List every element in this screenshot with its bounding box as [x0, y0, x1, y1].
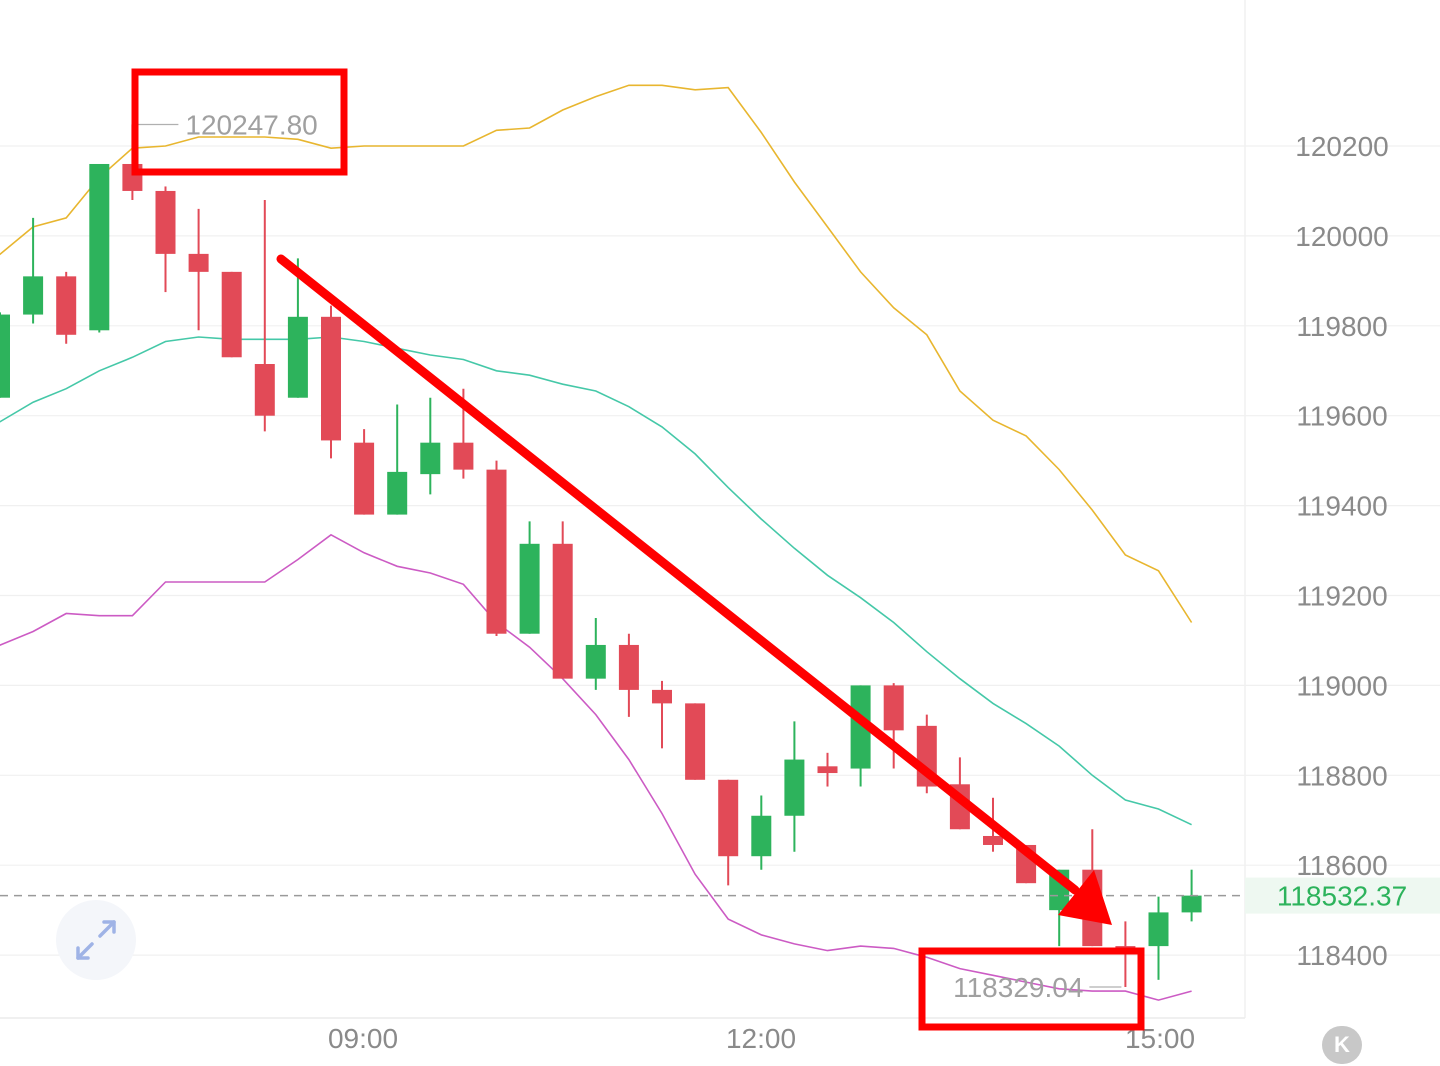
candle-body	[420, 442, 441, 475]
candle	[354, 429, 375, 515]
candle-body	[585, 644, 606, 679]
upper-band-line	[0, 84, 1193, 623]
low-price-label: 118329.04	[953, 972, 1083, 1003]
candle	[883, 683, 904, 769]
candle-body	[685, 703, 706, 780]
mid-band-line	[0, 336, 1192, 826]
candle-body	[89, 163, 110, 331]
expand-arrows-icon	[76, 920, 116, 960]
y-tick-label: 119400	[1296, 491, 1387, 522]
current-price-marker: 118532.37	[0, 877, 1440, 914]
candles	[0, 124, 1202, 987]
candle	[56, 271, 77, 344]
downtrend-arrow	[276, 254, 1080, 895]
candle	[817, 752, 838, 787]
candle-body	[321, 316, 341, 441]
candle	[420, 397, 441, 495]
candle-body	[1148, 912, 1169, 947]
candle-body	[817, 766, 838, 774]
k-logo-button[interactable]: K	[1322, 1026, 1362, 1064]
y-tick-label: 118400	[1296, 940, 1387, 971]
candle-body	[287, 316, 308, 398]
candle	[23, 217, 44, 324]
candle	[221, 271, 242, 358]
candle-body	[0, 314, 10, 398]
y-tick-label: 119600	[1296, 401, 1387, 432]
candle	[486, 460, 507, 636]
candle	[850, 685, 871, 787]
downtrend-arrow-head	[1058, 870, 1112, 925]
high-price-label: 120247.80	[185, 110, 317, 141]
grid-lines	[0, 145, 1440, 1019]
candle	[188, 208, 209, 331]
candle-body	[354, 442, 375, 515]
low-highlight-box	[918, 947, 1145, 1031]
candle	[287, 258, 308, 398]
y-tick-label: 119000	[1296, 670, 1387, 701]
candle-body	[453, 442, 474, 470]
candle	[718, 779, 739, 886]
x-tick-label: 09:00	[328, 1023, 398, 1054]
candle-body	[618, 644, 639, 690]
k-logo-icon: K	[1334, 1032, 1350, 1057]
candle	[387, 404, 408, 515]
x-tick-label: 12:00	[726, 1023, 796, 1054]
candle	[89, 163, 110, 333]
current-price-label: 118532.37	[1277, 881, 1407, 912]
candle-body	[23, 276, 44, 315]
candle-body	[718, 779, 739, 857]
lower-band-line	[0, 533, 1192, 1001]
bollinger-bands	[0, 84, 1193, 1001]
candle-body	[983, 835, 1003, 845]
candle	[0, 312, 10, 398]
candle	[618, 633, 639, 717]
candle-body	[519, 543, 540, 634]
candle	[155, 186, 176, 293]
candle-body	[552, 543, 573, 679]
candle-body	[652, 689, 672, 704]
candle-body	[56, 276, 77, 335]
y-axis-ticks: 120200 120000 119800 119600 119400 119200 1190…	[1295, 131, 1388, 971]
markup-overlay	[131, 68, 1145, 1031]
candle-body	[883, 685, 904, 731]
candle-body	[784, 759, 805, 816]
candle-body	[486, 469, 507, 634]
candle	[519, 521, 540, 634]
candle	[784, 721, 805, 852]
candle-body	[1181, 895, 1202, 913]
y-tick-label: 119800	[1296, 311, 1387, 342]
y-tick-label: 118800	[1296, 760, 1387, 791]
candle-body	[850, 685, 871, 769]
y-tick-label: 118600	[1296, 850, 1387, 881]
candle	[652, 680, 672, 749]
high-marker: 120247.80	[136, 110, 318, 141]
high-highlight-box	[131, 68, 348, 176]
candle	[552, 521, 573, 679]
y-tick-label: 120200	[1295, 131, 1388, 162]
candle-body	[751, 815, 772, 857]
y-tick-label: 120000	[1295, 221, 1388, 252]
low-marker: 118329.04	[953, 972, 1122, 1003]
y-tick-label: 119200	[1296, 581, 1387, 612]
candle-body	[188, 253, 209, 272]
candle-body	[221, 271, 242, 358]
candle	[1148, 896, 1169, 980]
candle	[585, 617, 606, 690]
candle	[321, 305, 341, 459]
expand-button[interactable]	[56, 900, 136, 980]
candle	[685, 703, 706, 780]
candle-body	[254, 364, 275, 416]
candle-body	[155, 190, 176, 254]
candle-body	[387, 471, 408, 515]
candle	[254, 199, 275, 432]
candle	[751, 795, 772, 870]
